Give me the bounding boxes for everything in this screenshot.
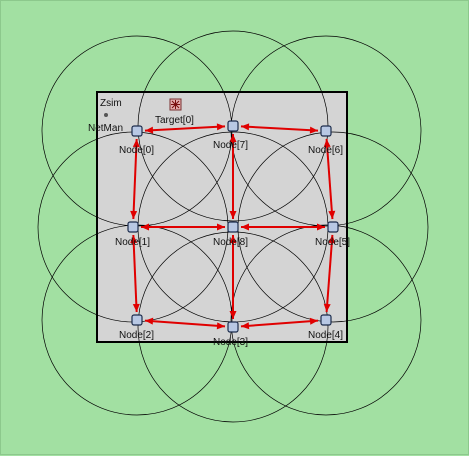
link-line: [240, 319, 319, 328]
netman-icon[interactable]: [104, 113, 108, 117]
target-icon[interactable]: [169, 98, 182, 111]
node-label: Node[7]: [213, 140, 248, 151]
link-arrowhead: [317, 223, 325, 231]
node[interactable]: Node[4]: [308, 314, 343, 341]
link: [241, 223, 325, 231]
node-square-icon[interactable]: [227, 120, 239, 132]
link-arrowhead: [144, 317, 154, 325]
link-arrowhead: [130, 234, 138, 244]
link-arrowhead: [229, 235, 237, 243]
link: [130, 234, 140, 313]
link: [144, 123, 226, 134]
link-arrowhead: [144, 126, 154, 134]
node[interactable]: Node[2]: [119, 314, 154, 341]
network-name-label: Zsim: [100, 98, 122, 109]
link: [240, 317, 319, 330]
node-square-icon[interactable]: [227, 221, 239, 233]
range-circle: [230, 224, 422, 416]
node-label: Node[3]: [213, 337, 248, 348]
link-line: [144, 125, 226, 132]
links: [130, 123, 336, 330]
link-arrowhead: [323, 138, 331, 148]
node-label: Node[2]: [119, 330, 154, 341]
link-line: [325, 234, 334, 313]
node-square-icon[interactable]: [320, 125, 332, 137]
link: [144, 317, 226, 330]
link-line: [144, 319, 226, 328]
node-square-icon[interactable]: [131, 125, 143, 137]
node-square-icon[interactable]: [327, 221, 339, 233]
node[interactable]: Node[1]: [115, 221, 150, 248]
node[interactable]: Node[6]: [308, 125, 343, 156]
link: [229, 235, 237, 319]
link-arrowhead: [229, 311, 237, 319]
link-line: [325, 138, 334, 220]
netman-label: NetMan: [88, 123, 123, 134]
link-arrowhead: [130, 210, 138, 220]
link-arrowhead: [240, 123, 250, 131]
node-label: Node[0]: [119, 145, 154, 156]
link-line: [240, 125, 319, 132]
node-label: Node[6]: [308, 145, 343, 156]
link: [141, 223, 225, 231]
nodes[interactable]: Node[0] Node[1] Node[2] Node[3] Node[4] Node[…: [115, 120, 350, 348]
link-arrowhead: [216, 123, 226, 131]
link: [229, 134, 237, 219]
link-arrowhead: [328, 234, 336, 244]
node-label: Node[8]: [213, 237, 248, 248]
link: [130, 138, 140, 220]
link-line: [132, 234, 138, 313]
link: [240, 123, 319, 134]
node-label: Node[4]: [308, 330, 343, 341]
link-arrowhead: [229, 211, 237, 219]
link-arrowhead: [229, 134, 237, 142]
node-label: Node[5]: [315, 237, 350, 248]
link: [323, 138, 336, 220]
node[interactable]: Node[8]: [213, 221, 248, 248]
link-arrowhead: [241, 223, 249, 231]
node-square-icon[interactable]: [227, 321, 239, 333]
node-square-icon[interactable]: [131, 314, 143, 326]
link-arrowhead: [309, 317, 319, 325]
target-label: Target[0]: [155, 115, 194, 126]
node[interactable]: Node[7]: [213, 120, 248, 151]
node-square-icon[interactable]: [320, 314, 332, 326]
link-arrowhead: [217, 223, 225, 231]
link-arrowhead: [132, 138, 140, 148]
node-square-icon[interactable]: [127, 221, 139, 233]
link-arrowhead: [216, 322, 226, 330]
link: [323, 234, 336, 313]
link-arrowhead: [309, 126, 319, 134]
link-arrowhead: [328, 210, 336, 220]
link-arrowhead: [132, 303, 140, 313]
node-label: Node[1]: [115, 237, 150, 248]
link-arrowhead: [323, 303, 331, 313]
link-arrowhead: [141, 223, 149, 231]
node[interactable]: Node[3]: [213, 321, 248, 348]
node[interactable]: Node[0]: [119, 125, 154, 156]
link-arrowhead: [240, 322, 250, 330]
link-line: [132, 138, 138, 220]
node[interactable]: Node[5]: [315, 221, 350, 248]
